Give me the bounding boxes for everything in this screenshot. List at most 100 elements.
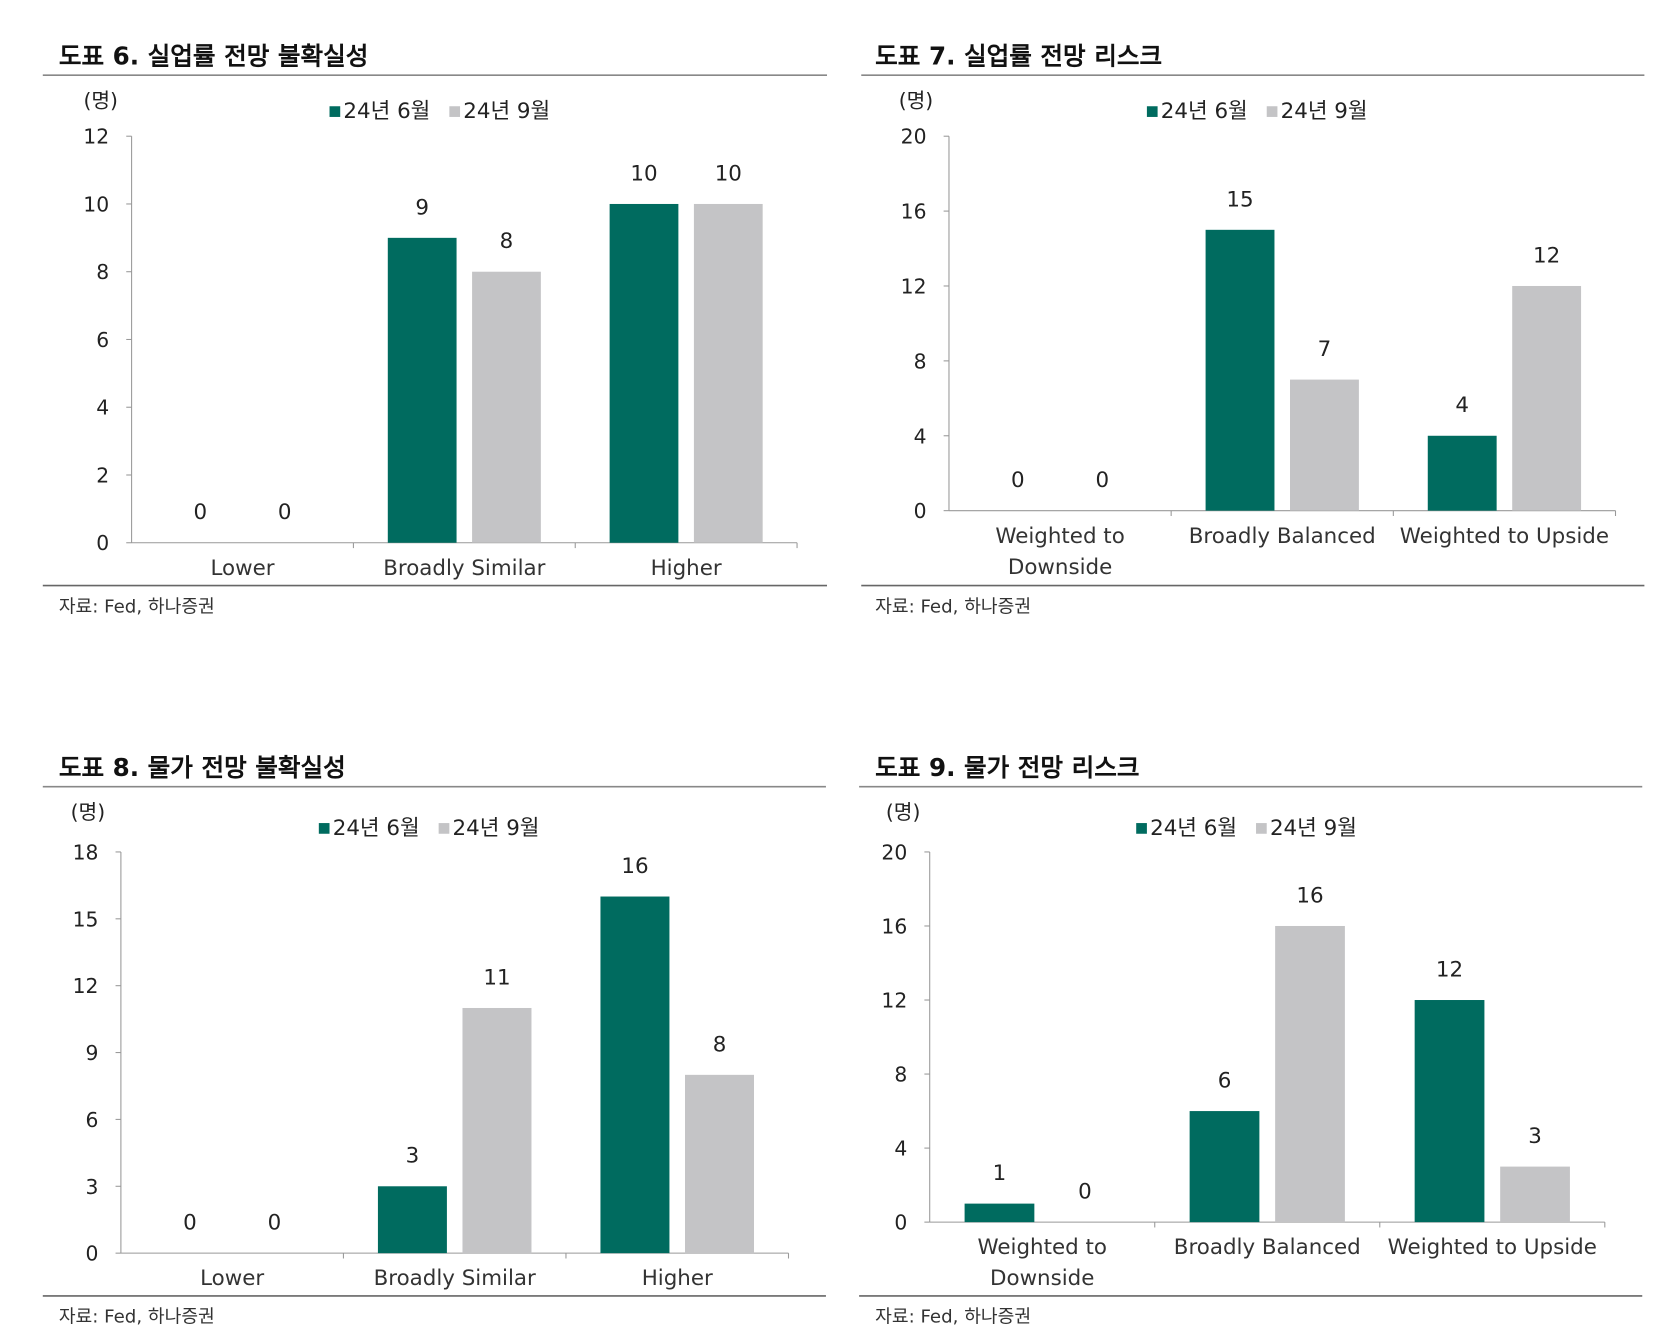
y-tick-label: 6 [96,328,109,352]
data-label: 0 [268,1211,282,1236]
data-label: 0 [278,500,292,525]
chart-7: 도표 7. 실업률 전망 리스크 (명) 24년 6월 24년 9월 0 4 8 12 16 20… [861,42,1645,617]
bar-sep [1500,1166,1570,1223]
x-category-label: Weighted to [995,524,1124,549]
y-tick-label: 0 [85,1242,98,1266]
x-category-label: Broadly Balanced [1174,1235,1361,1260]
chart-9: 도표 9. 물가 전망 리스크(명)24년 6월 24년 9월048121620W… [859,753,1643,1328]
y-tick-label: 12 [901,274,927,298]
x-category-label: Higher [642,1266,713,1291]
bar-jun [1414,1000,1485,1223]
chart-title: 도표 7. 실업률 전망 리스크 [875,42,1162,71]
x-category-label: Weighted to Upside [1388,1235,1597,1260]
y-tick-label: 10 [83,192,109,216]
bar-sep [472,271,541,543]
legend-swatch [1266,106,1278,117]
data-label: 0 [183,1211,197,1236]
bar-sep [1512,285,1582,511]
legend-label: 24년 6월 [333,816,420,841]
data-label: 9 [415,195,429,220]
bar-jun [600,896,670,1254]
data-label: 16 [1296,883,1323,908]
source-note: 자료: Fed, 하나증권 [59,596,215,617]
y-tick-label: 8 [894,1063,907,1087]
chart-title: 도표 8. 물가 전망 불확실성 [59,753,346,782]
y-tick-label: 0 [96,531,109,555]
data-label: 0 [1078,1180,1092,1205]
data-label: 1 [993,1161,1007,1186]
y-unit-label: (명) [886,800,921,824]
bar-sep [1290,379,1359,511]
chart-title: 도표 6. 실업률 전망 불확실성 [59,42,369,71]
y-tick-label: 8 [96,260,109,284]
y-unit-label: (명) [899,88,934,112]
x-category-label: Weighted to [978,1235,1107,1260]
data-label: 0 [194,500,208,525]
y-unit-label: (명) [71,800,106,824]
data-label: 8 [713,1032,727,1057]
legend-swatch [438,823,450,834]
data-label: 3 [406,1144,420,1169]
x-category-label: Lower [210,556,274,581]
chart-title: 도표 9. 물가 전망 리스크 [875,753,1139,782]
y-tick-label: 8 [914,349,927,373]
legend-label: 24년 9월 [1281,99,1368,124]
legend-swatch [1136,823,1147,834]
y-tick-label: 0 [894,1211,907,1235]
y-unit-label: (명) [83,88,118,112]
bar-sep [462,1007,532,1254]
data-label: 12 [1533,243,1560,268]
data-label: 4 [1455,393,1469,418]
x-category-label: Broadly Similar [383,556,545,581]
x-category-label: Broadly Similar [374,1266,536,1291]
bar-jun [1427,435,1497,511]
x-category-label: Broadly Balanced [1189,524,1376,549]
y-tick-label: 9 [85,1041,98,1065]
y-tick-label: 2 [96,463,109,487]
source-note: 자료: Fed, 하나증권 [875,1307,1031,1328]
data-label: 8 [500,229,514,254]
y-tick-label: 18 [73,840,99,864]
y-tick-label: 4 [914,424,927,448]
legend-label: 24년 9월 [463,99,550,124]
chart-6: 도표 6. 실업률 전망 불확실성 (명) 24년 6월 24년 9월 0 2 4 6 8 10 1… [42,42,828,617]
data-label: 3 [1528,1124,1542,1149]
data-label: 10 [715,161,742,186]
data-label: 10 [630,161,657,186]
y-tick-label: 12 [881,989,907,1013]
data-label: 0 [1011,468,1025,493]
chart-8: 도표 8. 물가 전망 불확실성 (명) 24년 6월 24년 9월 0 3 6 9 12 15 1… [42,753,826,1328]
legend-swatch [318,823,330,834]
source-note: 자료: Fed, 하나증권 [875,596,1031,617]
x-category-label: Downside [990,1266,1094,1291]
legend-label: 24년 9월 [453,816,540,841]
legend-swatch [449,106,461,117]
y-tick-label: 20 [881,840,907,864]
bar-jun [387,237,457,543]
bar-jun [377,1186,447,1254]
source-note: 자료: Fed, 하나증권 [59,1307,215,1328]
data-label: 16 [621,854,648,879]
y-tick-label: 20 [901,125,927,149]
legend-label: 24년 9월 [1270,816,1357,841]
y-tick-label: 6 [85,1108,98,1132]
y-tick-label: 0 [914,499,927,523]
x-category-label: Downside [1008,555,1112,580]
bar-jun [609,203,679,543]
data-label: 12 [1436,957,1463,982]
bar-jun [1189,1111,1260,1223]
bar-sep [1275,925,1345,1223]
y-tick-label: 3 [85,1175,98,1199]
legend-label: 24년 6월 [1150,816,1237,841]
y-tick-label: 16 [901,200,927,224]
bar-sep [693,203,763,543]
data-label: 6 [1218,1069,1232,1094]
legend-swatch [1146,106,1158,117]
y-tick-label: 15 [73,907,99,931]
data-label: 7 [1318,337,1332,362]
y-tick-label: 4 [894,1137,907,1161]
bar-jun [1205,229,1275,511]
y-tick-label: 16 [881,914,907,938]
legend-label: 24년 6월 [1161,99,1248,124]
